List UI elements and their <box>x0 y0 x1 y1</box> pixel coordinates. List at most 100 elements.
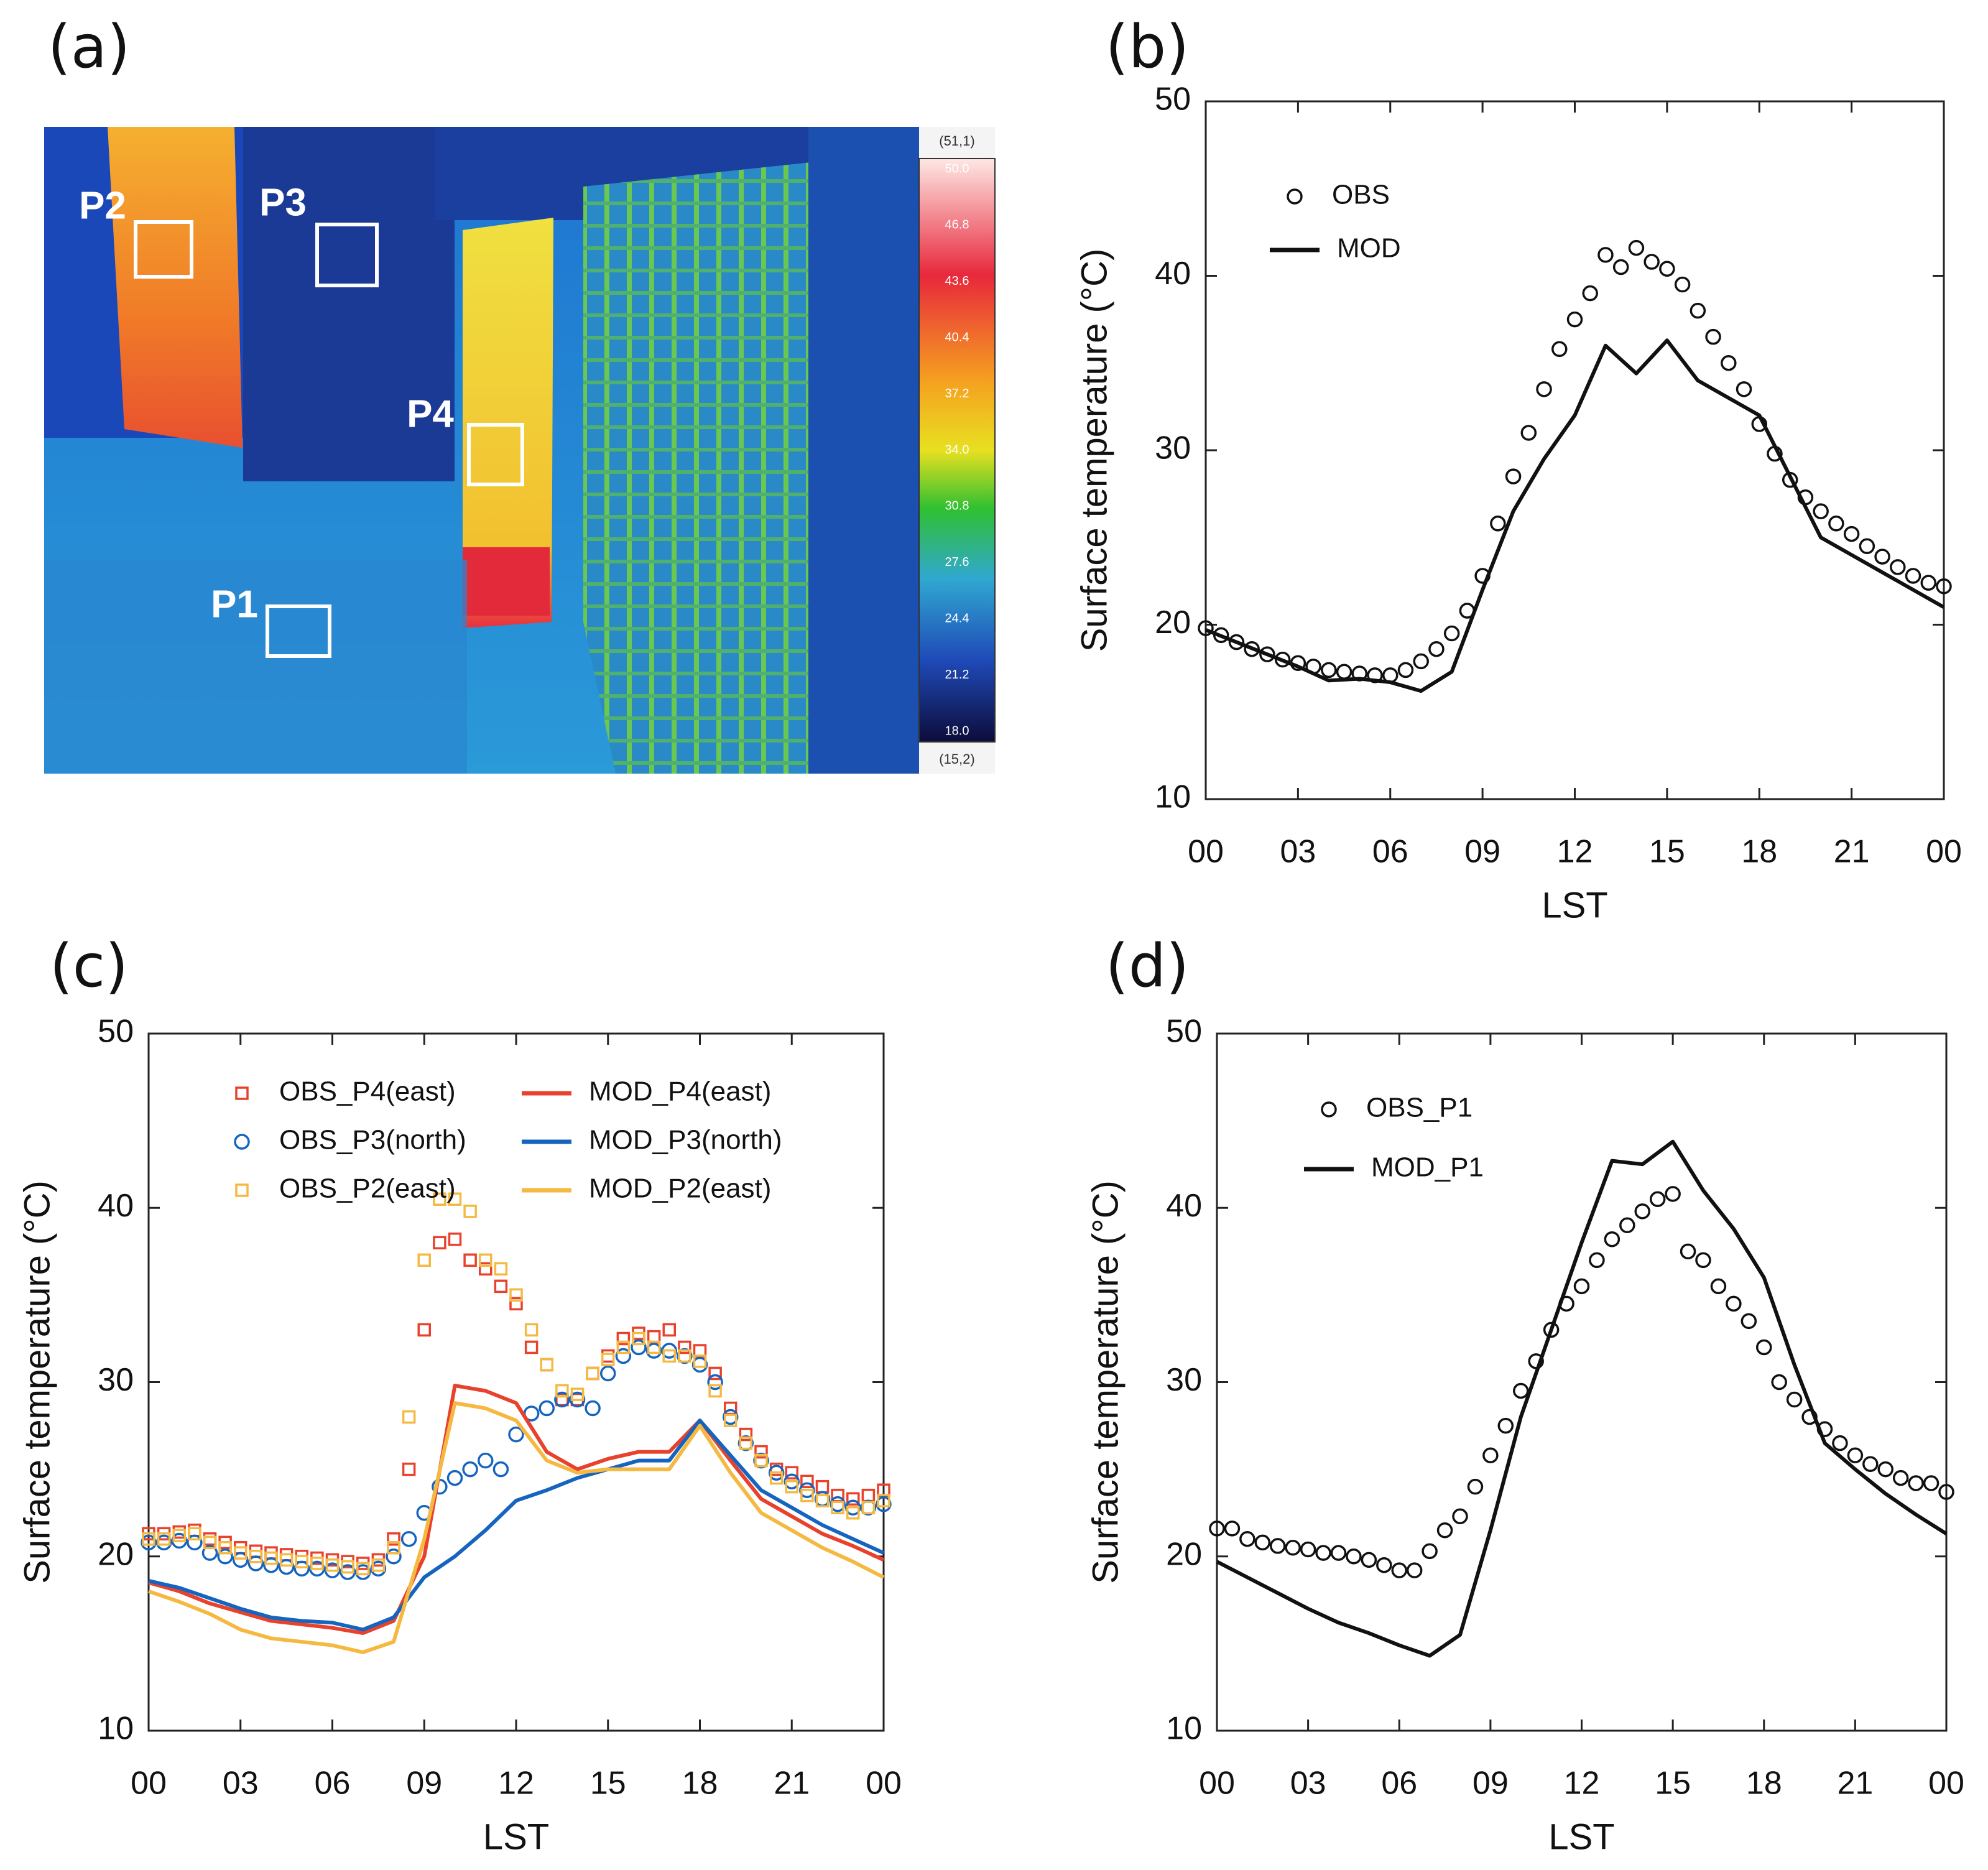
x-tick-label: 15 <box>1649 834 1685 870</box>
obs-marker <box>201 1545 218 1561</box>
obs-marker <box>1436 1522 1453 1539</box>
obs-marker <box>1443 625 1460 642</box>
obs-marker <box>1573 1278 1590 1295</box>
y-tick-label: 40 <box>1155 256 1191 292</box>
x-tick-label: 00 <box>866 1766 902 1802</box>
colorbar-label: 43.6 <box>945 274 969 288</box>
obs-marker <box>1566 311 1583 328</box>
obs-marker <box>1859 538 1875 555</box>
obs-marker <box>1497 1417 1514 1434</box>
obs-marker <box>1690 302 1706 319</box>
obs-marker <box>402 1462 416 1476</box>
obs-marker <box>861 1488 876 1502</box>
obs-marker <box>1422 1543 1438 1560</box>
obs-marker <box>155 1534 172 1551</box>
obs-marker <box>509 1288 523 1302</box>
chart: (d) 10 20 30 40 50 00 03 06 09 12 15 18 21 00 LST Surfac… <box>1085 932 1964 1857</box>
legend-label: MOD <box>1337 233 1401 264</box>
obs-marker <box>310 1557 324 1570</box>
obs-marker <box>1923 1475 1939 1491</box>
x-tick-label: 00 <box>131 1766 167 1802</box>
x-tick-label: 00 <box>1928 1766 1964 1802</box>
x-tick-label: 15 <box>590 1766 626 1802</box>
obs-marker <box>1726 1295 1742 1312</box>
obs-marker <box>1828 516 1844 532</box>
obs-marker <box>631 1339 647 1356</box>
obs-marker <box>1361 1552 1377 1568</box>
obs-marker <box>1674 276 1691 293</box>
x-tick-label: 21 <box>774 1766 810 1802</box>
y-tick-label: 20 <box>98 1536 134 1572</box>
obs-marker <box>846 1492 860 1506</box>
obs-marker <box>737 1435 754 1451</box>
obs-marker <box>1285 1539 1301 1556</box>
obs-marker <box>1890 559 1906 575</box>
obs-marker <box>1892 1470 1909 1486</box>
obs-marker <box>876 1496 892 1512</box>
obs-marker <box>264 1551 278 1565</box>
obs-marker <box>1321 662 1337 678</box>
x-tick-label: 12 <box>1564 1766 1600 1802</box>
obs-marker <box>1612 259 1629 275</box>
y-tick-label: 30 <box>1155 430 1191 466</box>
panel-label: (b) <box>1106 13 1189 81</box>
legend-label: MOD_P3(north) <box>589 1125 782 1155</box>
obs-marker <box>1406 1562 1423 1578</box>
obs-marker <box>647 1340 661 1354</box>
obs-marker <box>693 1354 707 1368</box>
obs-marker <box>234 1546 247 1560</box>
legend-label: OBS_P1 <box>1366 1093 1473 1123</box>
obs-marker <box>1376 1557 1392 1573</box>
chart: (b) 10 20 30 40 50 00 03 06 09 12 15 18 21 00 LST Surfac… <box>1074 13 1962 925</box>
model-line <box>148 1401 885 1654</box>
obs-marker <box>616 1340 631 1354</box>
obs-marker <box>769 1471 784 1485</box>
obs-marker <box>800 1474 814 1488</box>
obs-marker <box>1644 254 1660 270</box>
legend-symbol <box>234 1134 250 1150</box>
region-label: P2 <box>79 184 126 227</box>
obs-marker <box>845 1499 861 1516</box>
obs-marker <box>1832 1435 1848 1451</box>
obs-marker <box>691 1356 708 1373</box>
obs-marker <box>1847 1447 1864 1463</box>
obs-marker <box>217 1548 233 1565</box>
obs-marker <box>600 1365 616 1382</box>
obs-marker <box>707 1374 723 1391</box>
colorbar-label: 40.4 <box>945 330 969 344</box>
x-tick-label: 18 <box>1746 1766 1782 1802</box>
x-tick-label: 00 <box>1199 1766 1235 1802</box>
obs-marker <box>218 1540 232 1555</box>
obs-marker <box>1209 1521 1225 1537</box>
obs-marker <box>1228 634 1245 650</box>
obs-marker <box>1665 1186 1681 1202</box>
obs-marker <box>661 1343 677 1359</box>
obs-marker <box>569 1391 586 1408</box>
panel-label: (d) <box>1106 932 1189 1001</box>
obs-marker <box>768 1465 785 1481</box>
obs-marker <box>708 1366 722 1381</box>
legend-symbol <box>235 1183 249 1197</box>
colorbar-label: 18.0 <box>945 724 969 738</box>
legend-label: OBS_P4(east) <box>279 1076 456 1107</box>
obs-marker <box>446 1470 463 1486</box>
obs-marker <box>1428 641 1445 657</box>
obs-marker <box>1239 1530 1255 1547</box>
obs-marker <box>1905 568 1921 584</box>
obs-marker <box>1224 1521 1241 1537</box>
obs-marker <box>508 1426 524 1443</box>
obs-marker <box>1397 662 1414 678</box>
obs-marker <box>1736 381 1752 397</box>
x-axis-label: LST <box>1542 885 1607 925</box>
obs-marker <box>325 1558 340 1572</box>
obs-marker <box>463 1205 477 1218</box>
obs-marker <box>355 1564 371 1580</box>
obs-marker <box>1346 1548 1362 1565</box>
y-tick-label: 40 <box>98 1188 134 1224</box>
y-tick-label: 30 <box>1166 1362 1202 1398</box>
x-tick-label: 09 <box>1464 834 1500 870</box>
obs-marker <box>1391 1562 1407 1578</box>
y-tick-label: 50 <box>1166 1014 1202 1050</box>
panel-label: (a) <box>48 13 130 81</box>
obs-marker <box>462 1461 478 1478</box>
